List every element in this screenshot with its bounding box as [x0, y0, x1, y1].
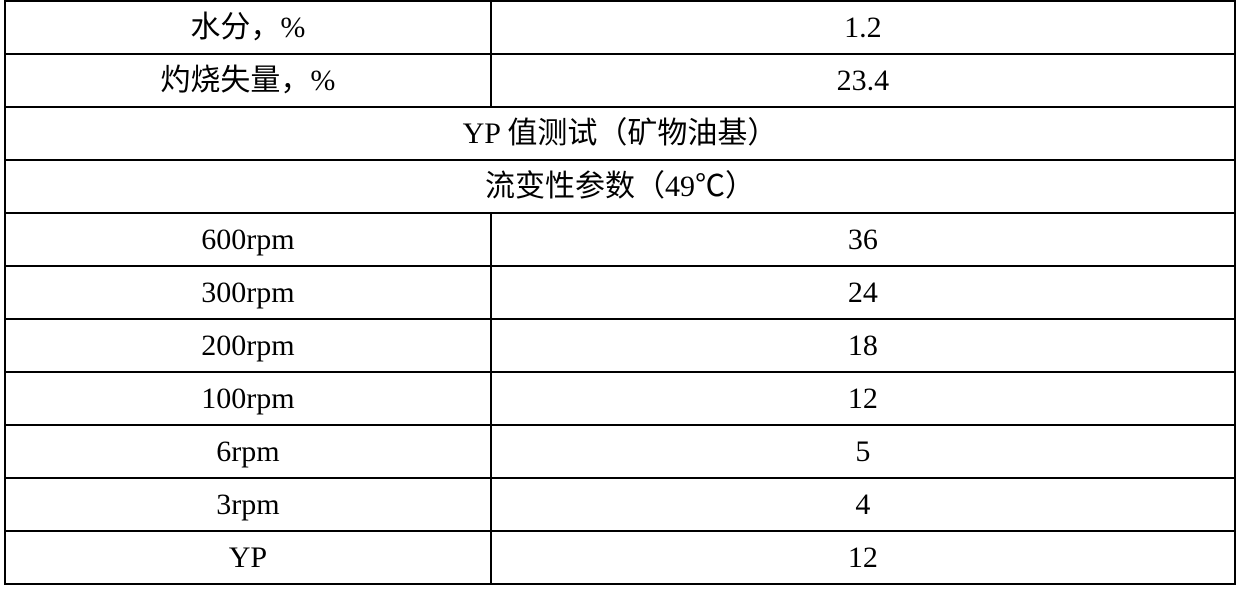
table-row: 3rpm 4	[5, 478, 1235, 531]
table-row: 300rpm 24	[5, 266, 1235, 319]
row-value: 12	[491, 531, 1235, 584]
table-row: 200rpm 18	[5, 319, 1235, 372]
table-row: 灼烧失量，% 23.4	[5, 54, 1235, 107]
row-value: 1.2	[491, 1, 1235, 54]
section-header: YP 值测试（矿物油基）	[5, 107, 1235, 160]
row-value: 18	[491, 319, 1235, 372]
data-table-container: 水分，% 1.2 灼烧失量，% 23.4 YP 值测试（矿物油基） 流变性参数（…	[4, 0, 1236, 585]
row-label: YP	[5, 531, 491, 584]
row-value: 4	[491, 478, 1235, 531]
table-header-row: YP 值测试（矿物油基）	[5, 107, 1235, 160]
row-value: 24	[491, 266, 1235, 319]
table-row: 600rpm 36	[5, 213, 1235, 266]
table-row: 6rpm 5	[5, 425, 1235, 478]
row-label: 6rpm	[5, 425, 491, 478]
table-row: 100rpm 12	[5, 372, 1235, 425]
row-value: 23.4	[491, 54, 1235, 107]
section-header: 流变性参数（49℃）	[5, 160, 1235, 213]
row-label: 100rpm	[5, 372, 491, 425]
row-label: 水分，%	[5, 1, 491, 54]
row-label: 300rpm	[5, 266, 491, 319]
row-value: 5	[491, 425, 1235, 478]
row-label: 灼烧失量，%	[5, 54, 491, 107]
row-value: 12	[491, 372, 1235, 425]
table-row: 水分，% 1.2	[5, 1, 1235, 54]
row-label: 200rpm	[5, 319, 491, 372]
table-header-row: 流变性参数（49℃）	[5, 160, 1235, 213]
row-value: 36	[491, 213, 1235, 266]
row-label: 600rpm	[5, 213, 491, 266]
table-row: YP 12	[5, 531, 1235, 584]
data-table: 水分，% 1.2 灼烧失量，% 23.4 YP 值测试（矿物油基） 流变性参数（…	[4, 0, 1236, 585]
row-label: 3rpm	[5, 478, 491, 531]
